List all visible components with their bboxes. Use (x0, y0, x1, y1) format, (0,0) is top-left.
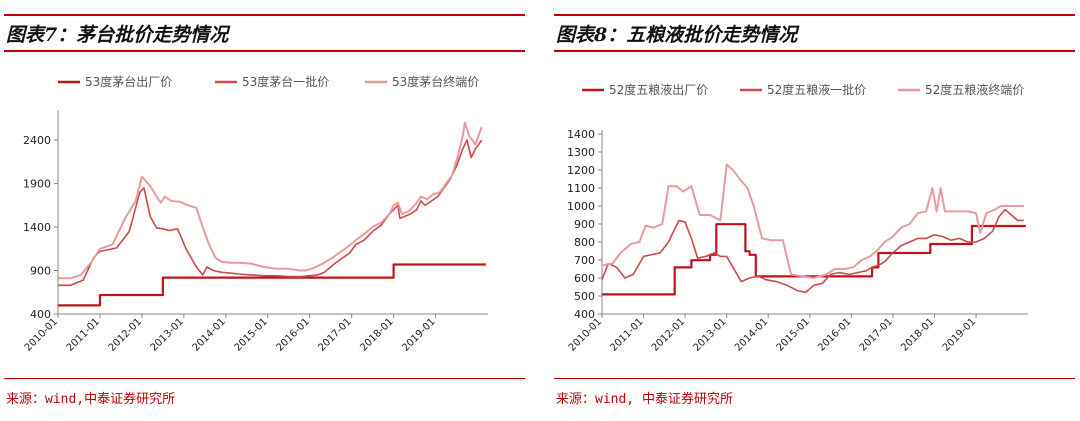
series-line (58, 139, 483, 287)
x-tick-label: 2019-01 (941, 316, 978, 353)
x-tick-label: 2017-01 (316, 316, 353, 353)
x-tick-label: 2016-01 (274, 316, 311, 353)
y-tick-label: 2400 (23, 134, 51, 147)
y-tick-label: 1400 (23, 221, 51, 234)
panel-title: 图表8：五粮液批价走势情况 (556, 24, 798, 46)
x-tick-label: 2014-01 (733, 316, 770, 353)
legend-label: 53度茅台一批价 (242, 74, 329, 89)
x-tick-label: 2011-01 (608, 316, 645, 353)
legend-label: 52度五粮液一批价 (767, 82, 866, 97)
x-tick-label: 2018-01 (899, 316, 936, 353)
source-note: 来源：wind,中泰证券研究所 (6, 392, 176, 407)
y-tick-label: 700 (574, 254, 595, 267)
title-bottom-rule (4, 50, 525, 52)
line-chart-maotai: 53度茅台出厂价 53度茅台一批价 53度茅台终端价 400 900 1400 1900 24… (23, 74, 488, 354)
y-tick-label: 1300 (567, 146, 595, 159)
source-rule (554, 378, 1075, 379)
x-tick-label: 2010-01 (23, 316, 60, 353)
x-tick-label: 2012-01 (107, 316, 144, 353)
x-tick-label: 2015-01 (775, 316, 812, 353)
x-tick-label: 2012-01 (650, 316, 687, 353)
x-tick-label: 2014-01 (191, 316, 228, 353)
y-tick-label: 600 (574, 272, 595, 285)
y-tick-label: 1400 (567, 128, 595, 141)
title-bottom-rule (554, 50, 1075, 52)
chart-panel-maotai: 图表7：茅台批价走势情况 53度茅台出厂价 53度茅台一批价 53度茅台终端价 400… (0, 0, 525, 421)
y-tick-label: 900 (30, 265, 51, 278)
source-rule (4, 378, 525, 379)
legend-label: 53度茅台终端价 (392, 74, 479, 89)
y-tick-label: 900 (574, 218, 595, 231)
y-tick-label: 500 (574, 290, 595, 303)
series-line (58, 263, 486, 307)
x-tick-label: 2017-01 (858, 316, 895, 353)
series-line (601, 208, 1024, 294)
x-tick-label: 2018-01 (358, 316, 395, 353)
legend-label: 53度茅台出厂价 (85, 74, 172, 89)
x-tick-label: 2016-01 (816, 316, 853, 353)
series-line (602, 223, 1026, 296)
y-tick-label: 1100 (567, 182, 595, 195)
line-chart-wuliangye: 52度五粮液出厂价 52度五粮液一批价 52度五粮液终端价 400 500 600 700 8… (567, 82, 1028, 354)
legend-label: 52度五粮液出厂价 (609, 82, 708, 97)
legend-label: 52度五粮液终端价 (925, 82, 1024, 97)
source-note: 来源：wind, 中泰证券研究所 (556, 392, 733, 407)
panel-title: 图表7：茅台批价走势情况 (6, 24, 229, 46)
x-tick-label: 2015-01 (233, 316, 270, 353)
y-tick-label: 800 (574, 236, 595, 249)
x-tick-label: 2019-01 (400, 316, 437, 353)
x-tick-label: 2011-01 (65, 316, 102, 353)
y-tick-label: 1200 (567, 164, 595, 177)
series-line (601, 163, 1024, 279)
y-tick-label: 400 (574, 308, 595, 321)
chart-panel-wuliangye: 图表8：五粮液批价走势情况 52度五粮液出厂价 52度五粮液一批价 52度五粮液终端… (550, 0, 1075, 421)
y-tick-label: 1000 (567, 200, 595, 213)
x-tick-label: 2010-01 (567, 316, 604, 353)
x-tick-label: 2013-01 (691, 316, 728, 353)
title-top-rule (554, 14, 1075, 16)
series-line (58, 121, 483, 280)
x-tick-label: 2013-01 (149, 316, 186, 353)
y-tick-label: 400 (30, 308, 51, 321)
title-top-rule (4, 14, 525, 16)
y-tick-label: 1900 (23, 178, 51, 191)
